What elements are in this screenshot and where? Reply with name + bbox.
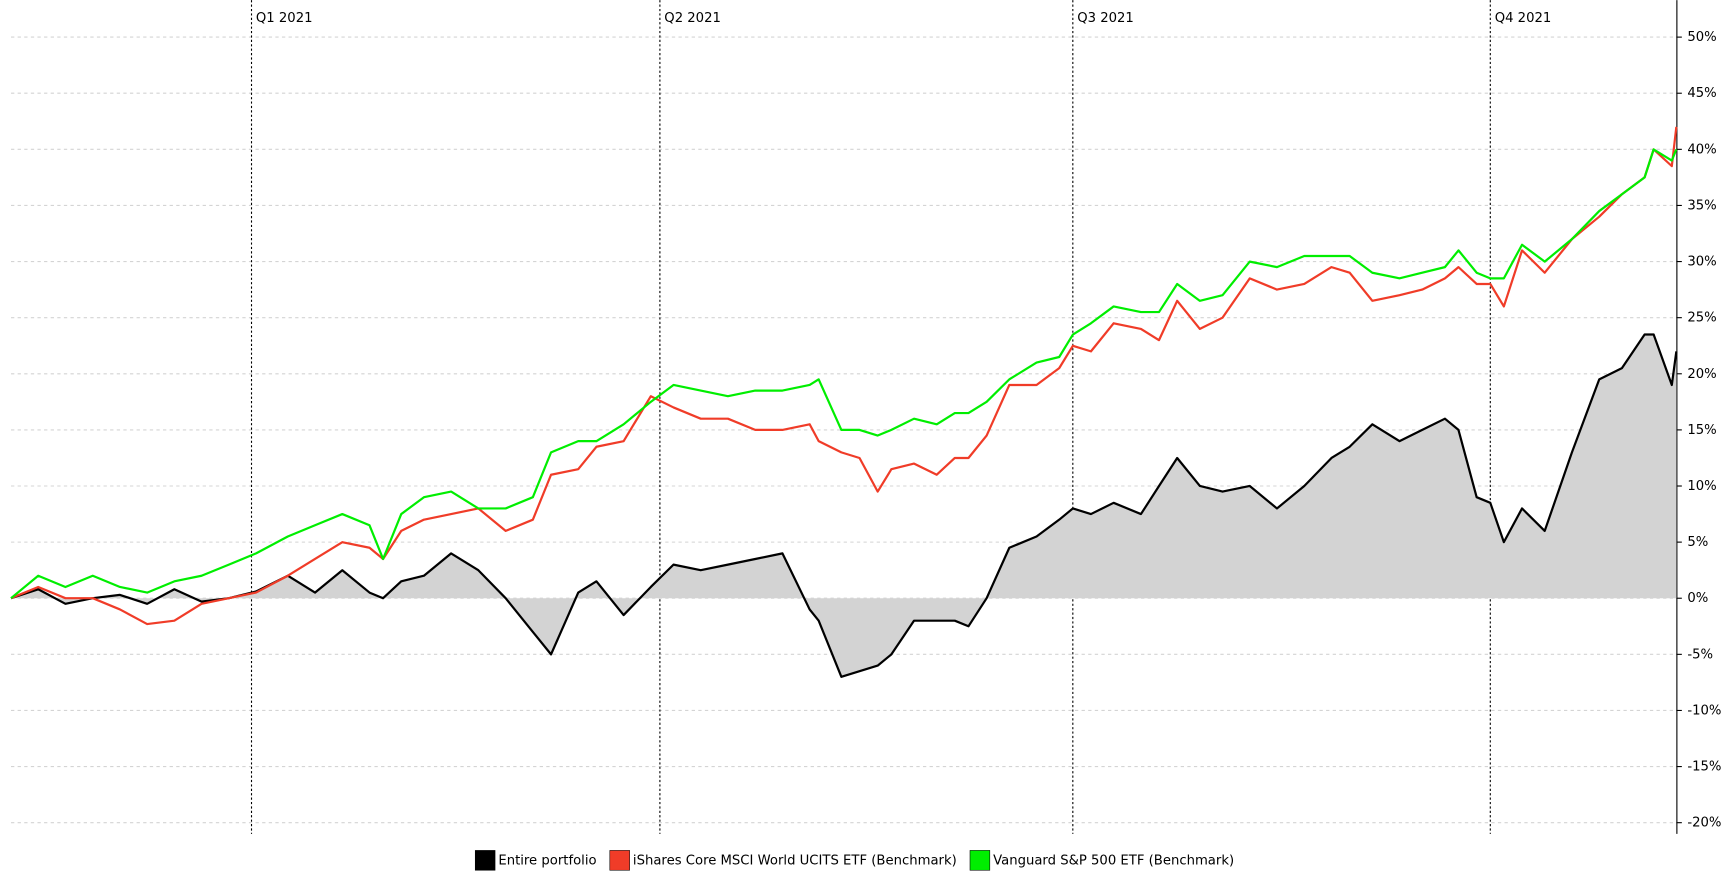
x-tick-label: Q4 2021	[1495, 11, 1552, 26]
line	[10, 126, 1678, 626]
y-tick-label: 40%	[1687, 142, 1716, 157]
legend-label: Vanguard S&P 500 ETF (Benchmark)	[993, 853, 1234, 868]
area	[11, 334, 1677, 677]
x-tick-label: Q3 2021	[1077, 11, 1134, 26]
y-tick-label: 5%	[1687, 535, 1708, 550]
y-tick-label: 20%	[1687, 367, 1716, 382]
y-tick-label: 30%	[1687, 255, 1716, 270]
legend-swatch	[474, 850, 496, 871]
y-tick-label: 15%	[1687, 423, 1716, 438]
legend-swatch	[969, 850, 991, 871]
y-tick-label: 50%	[1687, 30, 1716, 45]
y-tick-label: 35%	[1687, 198, 1716, 213]
y-tick-label: 0%	[1687, 591, 1708, 606]
legend-swatch	[609, 850, 630, 871]
y-tick-label: 25%	[1687, 311, 1716, 326]
legend-label: Entire portfolio	[498, 853, 596, 868]
line	[10, 148, 1678, 600]
x-tick-label: Q1 2021	[256, 11, 313, 26]
y-tick-label: -5%	[1687, 647, 1713, 662]
legend: Entire portfolio iShares Core MSCI World …	[474, 850, 1234, 871]
legend-label: iShares Core MSCI World UCITS ETF (Bench…	[633, 853, 957, 868]
y-tick-label: -15%	[1687, 760, 1721, 775]
x-tick-label: Q2 2021	[664, 11, 721, 26]
line	[10, 333, 1678, 678]
y-tick-label: 45%	[1687, 86, 1716, 101]
y-tick-label: -10%	[1687, 703, 1721, 718]
y-tick-label: 10%	[1687, 479, 1716, 494]
y-tick-label: -20%	[1687, 816, 1721, 831]
